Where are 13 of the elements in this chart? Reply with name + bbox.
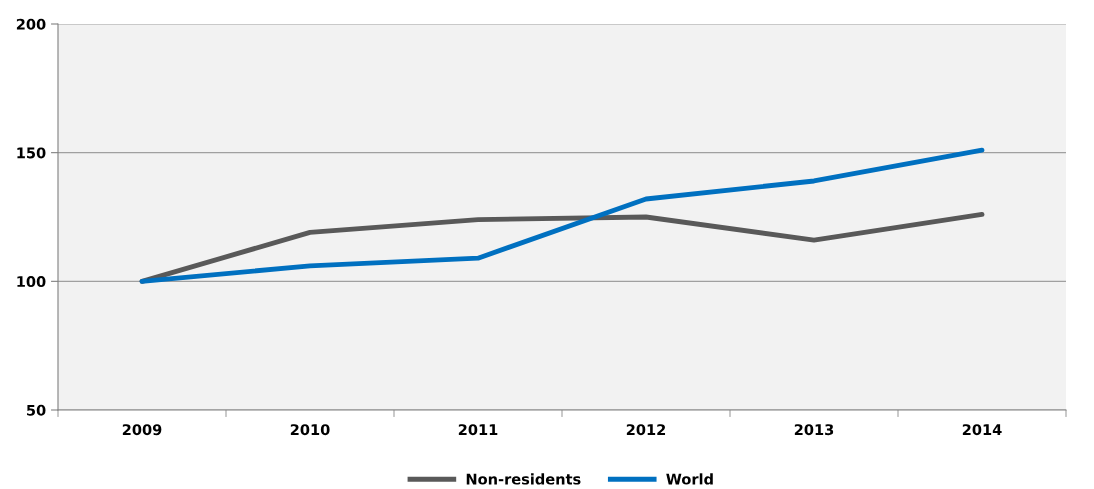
x-tick-label: 2013 [794,424,834,436]
y-tick-label: 100 [17,276,46,288]
legend-label: World [666,473,713,485]
x-tick-label: 2014 [962,424,1002,436]
line-series [139,147,985,284]
x-tick-label: 2011 [458,424,498,436]
y-tick-label: 150 [17,147,46,159]
x-tick-label: 2010 [290,424,330,436]
y-tick-label: 200 [16,18,46,30]
x-tick-label: 2009 [122,424,162,436]
x-tick-label: 2012 [626,424,666,436]
legend-label: Non-residents [466,473,581,485]
y-tick-label: 50 [27,404,46,416]
